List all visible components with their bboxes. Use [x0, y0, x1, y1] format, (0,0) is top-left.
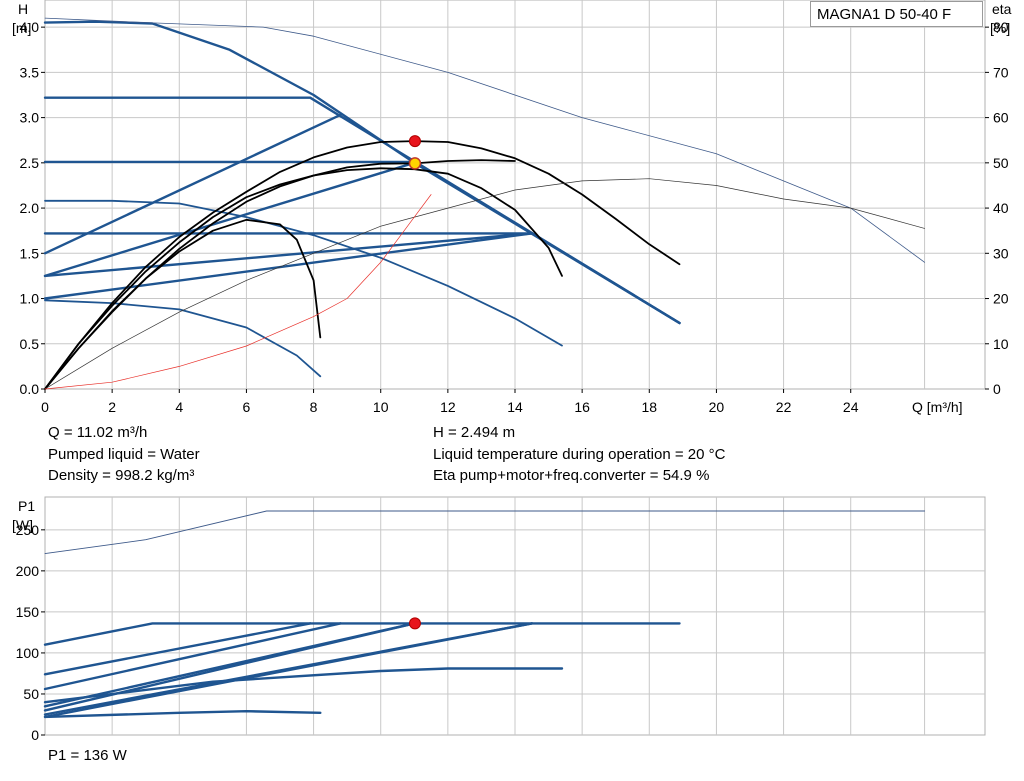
head-panel-xlabel: Q [m³/h]: [912, 399, 963, 415]
head-panel-proportional-pressure-curve-6: [43, 232, 533, 300]
power-panel-ylabel-unit: [W]: [12, 517, 33, 533]
head-panel-tick-label-y-right: 70: [993, 64, 1009, 80]
head-panel-tick-label-y-right: 50: [993, 155, 1009, 171]
head-panel-max-point-marker: [408, 135, 421, 148]
head-panel-duty-point-marker: [408, 157, 422, 170]
power-panel-tick-label-y: 200: [16, 563, 40, 579]
temperature-readout: Liquid temperature during operation = 20…: [433, 446, 726, 463]
flow-readout: Q = 11.02 m³/h: [48, 424, 148, 441]
head-panel-ylabel-unit: [m]: [12, 20, 31, 36]
head-panel-tick-label-x: 10: [373, 399, 389, 415]
power-panel-power-curve-8: [43, 667, 564, 704]
head-panel-tick-label-x: 20: [709, 399, 725, 415]
head-panel-speed-curve-9: [44, 299, 322, 378]
power-panel-power-max-0: [44, 510, 926, 555]
head-panel-efficiency-max-14: [44, 17, 925, 263]
head-panel-tick-label-y: 3.0: [20, 110, 40, 126]
head-panel-tick-label-y: 0.0: [20, 381, 40, 397]
head-panel-tick-label-y-right: 80: [993, 19, 1009, 35]
head-readout: H = 2.494 m: [433, 424, 516, 441]
head-panel-system-curve-11: [44, 140, 681, 390]
power-panel-tick-label-y: 100: [16, 645, 40, 661]
power-panel-tick-label-y: 50: [23, 686, 39, 702]
head-panel-tick-label-x: 4: [175, 399, 183, 415]
head-panel-proportional-pressure-curve-3: [43, 113, 342, 255]
head-panel-tick-label-y: 1.5: [20, 245, 40, 261]
head-panel-tick-label-x: 16: [574, 399, 590, 415]
head-panel-tick-label-y: 2.0: [20, 200, 40, 216]
power-panel-tick-label-y: 150: [16, 604, 40, 620]
power-readout: P1 = 136 W: [48, 747, 127, 764]
power-panel-power-curve-2: [43, 622, 312, 676]
head-panel-tick-label-y-right: 60: [993, 110, 1009, 126]
head-panel-tick-label-y: 4.0: [20, 19, 40, 35]
head-panel-tick-label-x: 12: [440, 399, 456, 415]
power-panel-power-curve-7: [43, 622, 533, 719]
head-panel-tick-label-y-right: 40: [993, 200, 1009, 216]
head-panel-tick-label-y: 0.5: [20, 336, 40, 352]
head-panel-tick-label-x: 14: [507, 399, 523, 415]
head-panel-proportional-pressure-curve-5: [43, 232, 533, 278]
head-panel-tick-label-x: 6: [243, 399, 251, 415]
density-readout: Density = 998.2 kg/m³: [48, 467, 195, 484]
head-panel-tick-label-x: 0: [41, 399, 49, 415]
head-panel-tick-label-x: 24: [843, 399, 859, 415]
power-panel-power-curve-5: [43, 622, 416, 712]
head-panel-constant-pressure-curve-0: [43, 96, 681, 325]
power-panel-power-curve-3: [43, 622, 342, 691]
head-panel-efficiency-mid-15: [44, 178, 925, 390]
head-panel-tick-label-x: 8: [310, 399, 318, 415]
head-panel-tick-label-y-right: 0: [993, 381, 1001, 397]
head-panel-tick-label-x: 22: [776, 399, 792, 415]
power-panel-tick-label-y: 250: [16, 522, 40, 538]
head-panel-ylabel: H: [18, 1, 28, 17]
head-panel-proportional-pressure-curve-4: [43, 161, 416, 278]
pumped-liquid-readout: Pumped liquid = Water: [48, 446, 200, 463]
head-panel-tick-label-y: 1.0: [20, 291, 40, 307]
head-panel-tick-label-x: 18: [641, 399, 657, 415]
efficiency-readout: Eta pump+motor+freq.converter = 54.9 %: [433, 467, 710, 484]
head-panel-ylabel-right: eta: [992, 1, 1012, 17]
power-panel-ylabel: P1: [18, 498, 35, 514]
head-panel-tick-label-y-right: 30: [993, 245, 1009, 261]
head-panel-tick-label-y: 3.5: [20, 64, 40, 80]
head-panel-tick-label-y: 2.5: [20, 155, 40, 171]
power-panel-power-curve-1: [43, 622, 681, 646]
head-panel-tick-label-x: 2: [108, 399, 116, 415]
product-label-box: MAGNA1 D 50-40 F: [810, 1, 983, 27]
head-panel-tick-label-y-right: 20: [993, 291, 1009, 307]
power-panel-duty-point-marker: [408, 617, 421, 630]
head-panel-system-curve-10: [44, 159, 516, 390]
head-panel-ylabel-right-unit: [%]: [990, 20, 1010, 36]
product-label: MAGNA1 D 50-40 F: [817, 6, 952, 23]
head-panel-system-curve-13: [44, 218, 322, 390]
head-panel-speed-curve-8: [44, 199, 563, 347]
head-panel-tick-label-y-right: 10: [993, 336, 1009, 352]
head-panel-efficiency-duty-16: [44, 194, 432, 390]
power-panel-power-curve-9: [43, 710, 322, 719]
power-panel-tick-label-y: 0: [31, 727, 39, 743]
